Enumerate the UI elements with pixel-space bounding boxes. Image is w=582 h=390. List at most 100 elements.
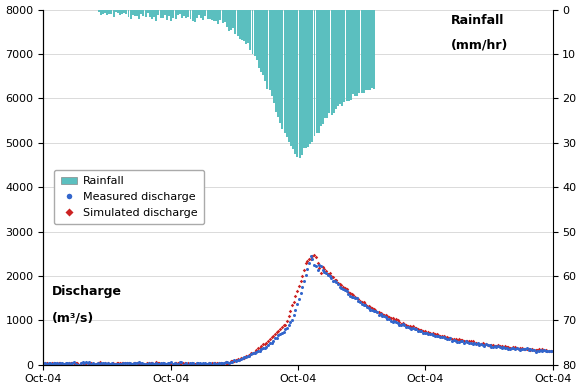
Bar: [254, 10, 255, 56]
Bar: [286, 10, 288, 136]
Bar: [166, 10, 168, 20]
Bar: [275, 10, 277, 112]
Bar: [288, 10, 290, 142]
Bar: [123, 10, 125, 13]
Text: (mm/hr): (mm/hr): [450, 38, 508, 51]
Bar: [183, 10, 185, 16]
Bar: [232, 10, 234, 28]
Text: Rainfall: Rainfall: [450, 14, 504, 27]
Bar: [219, 10, 221, 20]
Bar: [283, 10, 286, 133]
Bar: [213, 10, 215, 21]
Bar: [241, 10, 243, 40]
Bar: [361, 10, 363, 93]
Bar: [267, 10, 268, 89]
Bar: [311, 10, 313, 142]
Bar: [162, 10, 164, 18]
Bar: [106, 10, 108, 15]
Bar: [327, 10, 328, 119]
Bar: [359, 10, 360, 92]
Bar: [343, 10, 346, 102]
Bar: [127, 10, 129, 17]
Bar: [299, 10, 300, 158]
Bar: [301, 10, 303, 154]
Bar: [354, 10, 356, 96]
Bar: [320, 10, 322, 126]
Bar: [138, 10, 140, 19]
Bar: [112, 10, 115, 17]
Bar: [262, 10, 264, 75]
Bar: [136, 10, 138, 16]
Bar: [249, 10, 251, 50]
Bar: [121, 10, 123, 14]
Bar: [256, 10, 258, 60]
Bar: [294, 10, 296, 154]
Bar: [228, 10, 230, 31]
Bar: [159, 10, 162, 18]
Text: (m³/s): (m³/s): [52, 312, 94, 324]
Bar: [177, 10, 179, 15]
Bar: [337, 10, 339, 106]
Bar: [314, 10, 315, 136]
Bar: [175, 10, 176, 20]
Bar: [149, 10, 151, 17]
Bar: [269, 10, 271, 90]
Bar: [333, 10, 335, 112]
Bar: [258, 10, 260, 68]
Bar: [292, 10, 294, 149]
Bar: [331, 10, 332, 115]
Bar: [153, 10, 155, 18]
Bar: [179, 10, 181, 14]
Bar: [309, 10, 311, 144]
Bar: [235, 10, 236, 34]
Bar: [115, 10, 116, 12]
Bar: [198, 10, 200, 14]
Bar: [328, 10, 331, 113]
Bar: [363, 10, 365, 92]
Bar: [239, 10, 241, 39]
Bar: [260, 10, 262, 71]
Bar: [207, 10, 208, 19]
Bar: [125, 10, 127, 14]
Bar: [369, 10, 371, 90]
Bar: [243, 10, 245, 41]
Bar: [143, 10, 144, 16]
Bar: [151, 10, 153, 19]
Bar: [247, 10, 249, 43]
Bar: [371, 10, 373, 88]
Bar: [140, 10, 143, 14]
Bar: [158, 10, 159, 15]
Bar: [223, 10, 226, 22]
Bar: [172, 10, 175, 18]
Bar: [264, 10, 267, 82]
Bar: [217, 10, 219, 23]
Bar: [203, 10, 204, 20]
Bar: [315, 10, 318, 133]
Bar: [352, 10, 354, 94]
Bar: [245, 10, 247, 44]
Bar: [155, 10, 157, 21]
Bar: [226, 10, 228, 27]
Bar: [134, 10, 136, 16]
Bar: [279, 10, 281, 124]
Bar: [191, 10, 194, 21]
Bar: [168, 10, 170, 16]
Bar: [307, 10, 309, 147]
Bar: [147, 10, 149, 13]
Bar: [102, 10, 104, 14]
Bar: [215, 10, 217, 21]
Bar: [111, 10, 112, 14]
Bar: [251, 10, 254, 54]
Bar: [296, 10, 299, 158]
Bar: [164, 10, 166, 15]
Bar: [282, 10, 283, 129]
Bar: [324, 10, 326, 119]
Bar: [119, 10, 121, 15]
Bar: [273, 10, 275, 103]
Bar: [335, 10, 337, 109]
Bar: [209, 10, 211, 20]
Bar: [341, 10, 343, 106]
Bar: [356, 10, 359, 96]
Bar: [277, 10, 279, 117]
Bar: [190, 10, 191, 20]
